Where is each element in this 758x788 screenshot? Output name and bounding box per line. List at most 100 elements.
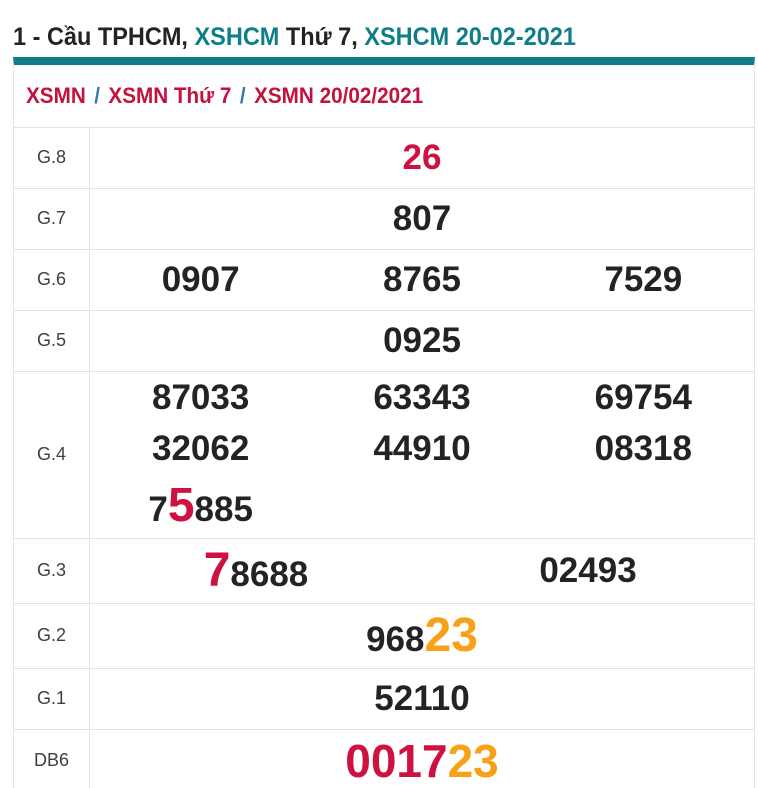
table-row-g4: G.4 87033 63343 69754 32062 44910 08318 75885: [14, 370, 754, 538]
breadcrumb-items: XSMN / XSMN Thứ 7 / XSMN 20/02/2021: [26, 83, 423, 109]
prize-cell: 02493: [422, 545, 754, 596]
row-values-g3: 78688 02493: [90, 539, 754, 603]
breadcrumb-separator: /: [94, 82, 100, 108]
prize-cell: 44910: [311, 423, 532, 474]
prize-cell: 001723: [90, 730, 754, 788]
prize-number: 96823: [366, 611, 478, 659]
digit-segment: 23: [424, 608, 478, 662]
prize-number: 001723: [345, 738, 499, 785]
digit-segment: 0907: [161, 260, 240, 300]
row-values-g8: 26: [90, 128, 754, 188]
digit-segment: 885: [194, 489, 253, 529]
row-label-g8: G.8: [14, 127, 90, 188]
row-label-g7: G.7: [14, 188, 90, 249]
breadcrumb-separator: /: [239, 82, 246, 108]
breadcrumb-link-xsmn-thu7[interactable]: XSMN Thứ 7: [108, 82, 232, 108]
prize-cell: 0907: [90, 254, 311, 305]
prize-cell: 75885: [90, 474, 311, 538]
prize-cell: 52110: [90, 673, 754, 724]
prize-cell: 08318: [533, 423, 754, 474]
breadcrumb: XSMN / XSMN Thứ 7 / XSMN 20/02/2021: [14, 65, 754, 127]
digit-segment: 7: [203, 543, 231, 597]
title-part-day: Thứ 7,: [279, 23, 365, 51]
digit-segment: 0017: [345, 734, 448, 787]
digit-segment: 807: [392, 199, 452, 239]
prize-number: 87033: [152, 378, 249, 417]
prize-cell: 807: [90, 193, 754, 244]
digit-segment: 87033: [152, 377, 250, 417]
digit-segment: 32062: [152, 428, 250, 468]
row-label-g2: G.2: [14, 603, 90, 668]
prize-cell: 96823: [90, 604, 754, 668]
prize-number: 26: [403, 138, 442, 177]
row-label-g4: G.4: [14, 371, 90, 538]
digit-segment: 52110: [374, 679, 470, 719]
digit-segment: 69754: [594, 377, 692, 417]
digit-segment: 44910: [373, 428, 471, 468]
row-values-g1: 52110: [90, 669, 754, 729]
title-part-xshcm: XSHCM: [194, 23, 280, 51]
digit-segment: 968: [366, 619, 425, 659]
table-row-g6: G.6 0907 8765 7529: [14, 248, 754, 310]
prize-cell: 78688: [90, 539, 422, 603]
table-row-g2: G.2 96823: [14, 602, 754, 668]
table-row-g7: G.7 807: [14, 187, 754, 249]
prize-number: 807: [393, 199, 451, 238]
row-values-db6: 001723: [90, 730, 754, 788]
breadcrumb-link-xsmn[interactable]: XSMN: [26, 82, 86, 108]
digit-segment: 0925: [383, 321, 461, 361]
row-values-g7: 807: [90, 189, 754, 249]
prize-cell: 0925: [90, 315, 754, 366]
table-row-g3: G.3 78688 02493: [14, 537, 754, 603]
prize-number: 44910: [373, 429, 470, 468]
digit-segment: 8688: [230, 554, 309, 594]
prize-number: 69754: [595, 378, 692, 417]
digit-segment: 08318: [594, 428, 692, 468]
prize-number: 78688: [204, 546, 309, 594]
row-values-g2: 96823: [90, 604, 754, 668]
page-title-text: 1 - Cầu TPHCM, XSHCM Thứ 7, XSHCM 20-02-…: [13, 23, 576, 52]
prize-number: 8765: [383, 260, 461, 299]
row-label-db6: DB6: [14, 729, 90, 788]
row-values-g6: 0907 8765 7529: [90, 250, 754, 310]
digit-segment: 02493: [539, 551, 637, 591]
row-values-g5: 0925: [90, 311, 754, 371]
title-part-prefix: 1 - Cầu TPHCM,: [13, 23, 195, 51]
prize-cell: 87033: [90, 372, 311, 423]
digit-segment: 26: [402, 138, 442, 178]
prize-number: 0907: [162, 260, 240, 299]
results-table: G.8 26 G.7 807 G.6 0907 8765 7529 G.5 0925 G.4 8703…: [14, 126, 754, 788]
prize-cell: 69754: [533, 372, 754, 423]
row-label-g6: G.6: [14, 249, 90, 310]
row-label-g5: G.5: [14, 310, 90, 371]
row-label-g1: G.1: [14, 668, 90, 729]
prize-cell: 8765: [311, 254, 532, 305]
table-row-g8: G.8 26: [14, 126, 754, 188]
prize-number: 75885: [148, 481, 253, 529]
prize-number: 08318: [595, 429, 692, 468]
row-label-g3: G.3: [14, 538, 90, 603]
prize-number: 52110: [374, 679, 469, 718]
breadcrumb-link-xsmn-date[interactable]: XSMN 20/02/2021: [254, 82, 424, 108]
digit-segment: 23: [447, 734, 499, 787]
prize-cell: 63343: [311, 372, 532, 423]
digit-segment: 5: [167, 478, 195, 532]
digit-segment: 7529: [604, 260, 683, 300]
table-row-db6: DB6 001723: [14, 728, 754, 788]
digit-segment: 63343: [373, 377, 471, 417]
row-values-g4: 87033 63343 69754 32062 44910 08318 75885: [90, 372, 754, 538]
digit-segment: 7: [148, 489, 168, 529]
digit-segment: 8765: [383, 260, 461, 300]
table-row-g5: G.5 0925: [14, 309, 754, 371]
prize-number: 02493: [539, 551, 636, 590]
prize-number: 63343: [373, 378, 470, 417]
prize-cell: 32062: [90, 423, 311, 474]
prize-cell: 7529: [533, 254, 754, 305]
page-title: 1 - Cầu TPHCM, XSHCM Thứ 7, XSHCM 20-02-…: [13, 23, 758, 52]
title-part-date: XSHCM 20-02-2021: [364, 23, 576, 51]
prize-number: 7529: [604, 260, 682, 299]
results-panel: XSMN / XSMN Thứ 7 / XSMN 20/02/2021 G.8 26 G.7…: [13, 56, 755, 788]
prize-number: 0925: [383, 321, 461, 360]
table-row-g1: G.1 52110: [14, 667, 754, 729]
prize-number: 32062: [152, 429, 249, 468]
